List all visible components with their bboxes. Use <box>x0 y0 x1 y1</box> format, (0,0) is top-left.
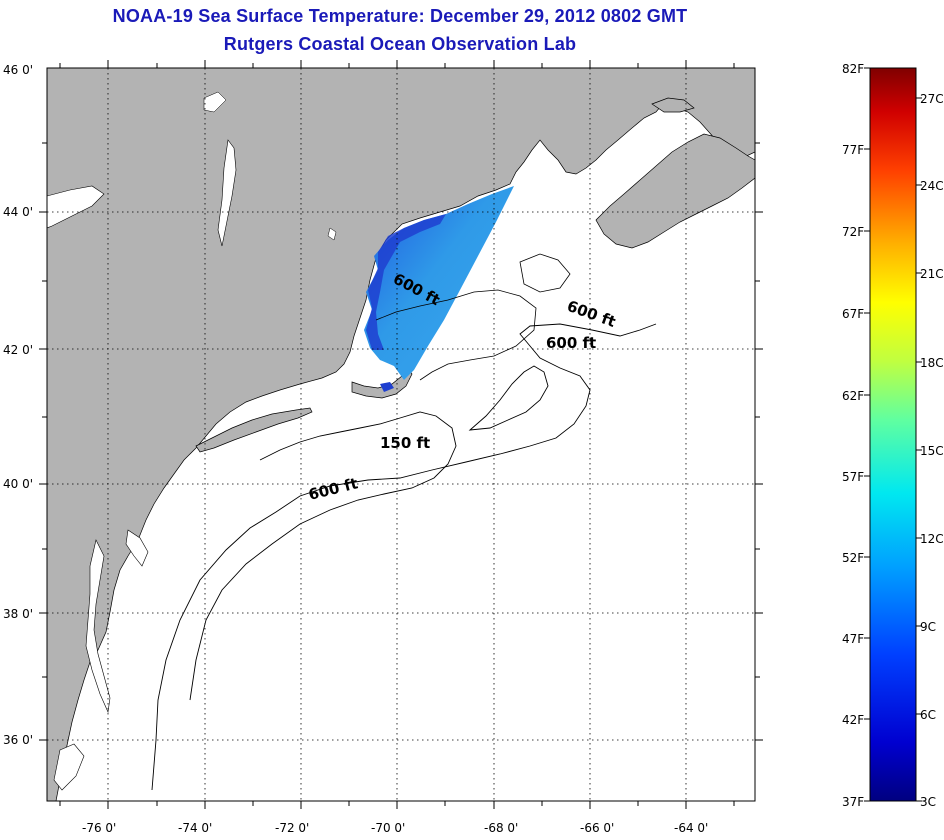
contour-label: 600 ft <box>546 334 596 352</box>
lon-tick-label: -76 0' <box>82 821 116 835</box>
contour-ne-channel <box>519 253 571 293</box>
land-long-island <box>195 407 313 453</box>
lake-moosehead <box>203 91 227 113</box>
contour-150ft <box>189 411 457 701</box>
lat-tick-label: 40 0' <box>3 477 33 491</box>
colorbar-c-label: 21C <box>920 267 944 281</box>
lat-tick-label: 42 0' <box>3 343 33 357</box>
latitude-labels: 46 0' 44 0' 42 0' 40 0' 38 0' 36 0' <box>3 63 33 747</box>
land-pei <box>651 97 695 113</box>
colorbar-c-label: 6C <box>920 708 936 722</box>
colorbar-f-label: 77F <box>842 143 864 157</box>
land-mainland <box>47 68 755 801</box>
colorbar-c-label: 27C <box>920 92 944 106</box>
contour-600ft-shelf <box>151 323 657 791</box>
colorbar-f-label: 37F <box>842 795 864 809</box>
colorbar-c-label: 12C <box>920 532 944 546</box>
lon-tick-label: -74 0' <box>178 821 212 835</box>
contour-georges <box>468 365 549 431</box>
contour-gom <box>375 289 537 381</box>
colorbar-c-label: 15C <box>920 444 944 458</box>
colorbar-fahrenheit-labels: 82F 77F 72F 67F 62F 57F 52F 47F 42F 37F <box>842 62 864 809</box>
colorbar-c-label: 24C <box>920 179 944 193</box>
lon-tick-label: -70 0' <box>371 821 405 835</box>
chesapeake-bay <box>85 539 111 714</box>
colorbar-f-label: 72F <box>842 225 864 239</box>
lon-tick-label: -66 0' <box>580 821 614 835</box>
colorbar-f-label: 57F <box>842 470 864 484</box>
colorbar-ticks <box>864 67 922 802</box>
delaware-bay <box>125 529 149 567</box>
colorbar-celsius-labels: 27C 24C 21C 18C 15C 12C 9C 6C 3C <box>920 92 944 809</box>
map-frame <box>46 67 756 802</box>
title-line-2: Rutgers Coastal Ocean Observation Lab <box>223 34 577 54</box>
lake-ontario <box>47 185 105 229</box>
map-content <box>47 68 755 801</box>
lat-tick-label: 38 0' <box>3 607 33 621</box>
colorbar-f-label: 67F <box>842 307 864 321</box>
lat-tick-label: 36 0' <box>3 733 33 747</box>
colorbar-c-label: 18C <box>920 356 944 370</box>
title-line-1: NOAA-19 Sea Surface Temperature: Decembe… <box>112 6 688 26</box>
colorbar-f-label: 62F <box>842 389 864 403</box>
graticule <box>39 60 763 809</box>
pamlico-sound <box>53 743 85 791</box>
land-nova-scotia <box>595 133 755 249</box>
contour-label: 150 ft <box>380 434 430 452</box>
sst-nearshore <box>366 214 446 350</box>
lon-tick-label: -64 0' <box>674 821 708 835</box>
lat-tick-label: 46 0' <box>3 63 33 77</box>
lake-champlain <box>217 139 237 247</box>
land-cape-cod <box>351 367 413 399</box>
colorbar-f-label: 42F <box>842 713 864 727</box>
lon-tick-label: -68 0' <box>484 821 518 835</box>
colorbar-f-label: 47F <box>842 632 864 646</box>
colorbar-c-label: 9C <box>920 620 936 634</box>
lon-tick-label: -72 0' <box>275 821 309 835</box>
colorbar-f-label: 52F <box>842 551 864 565</box>
colorbar-f-label: 82F <box>842 62 864 76</box>
lake-winnipesaukee <box>327 227 337 241</box>
longitude-labels: -76 0' -74 0' -72 0' -70 0' -68 0' -66 0… <box>82 821 708 835</box>
colorbar-c-label: 3C <box>920 795 936 809</box>
colorbar <box>869 67 917 802</box>
sst-cape-cod-patch <box>380 382 394 392</box>
lat-tick-label: 44 0' <box>3 205 33 219</box>
